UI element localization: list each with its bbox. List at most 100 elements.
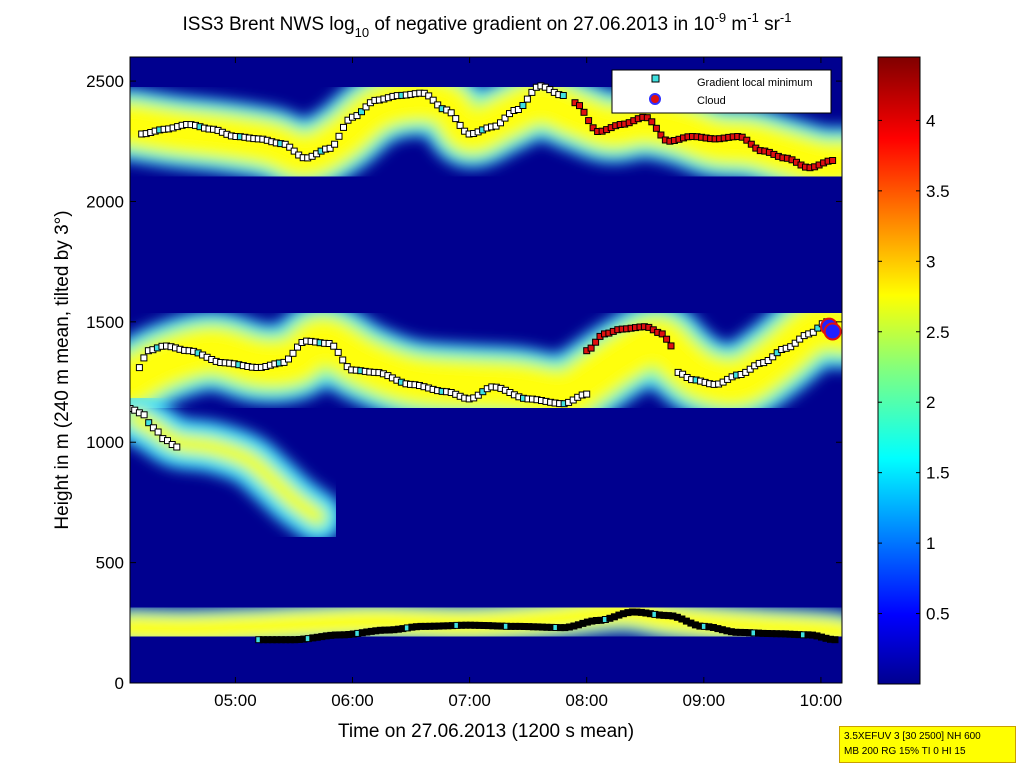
plot-area xyxy=(129,56,843,684)
colorbar-tick-label: 0.5 xyxy=(926,605,950,624)
upper-track-marker xyxy=(358,108,365,116)
y-tick-label: 500 xyxy=(96,554,124,573)
mid-track-2-marker xyxy=(764,357,772,364)
legend-square-marker xyxy=(651,74,660,83)
upper-red-marker xyxy=(657,131,665,139)
colorbar-tick-label: 3.5 xyxy=(926,182,950,201)
mid-track-1-marker xyxy=(289,349,297,357)
cloud-marker xyxy=(823,322,842,341)
colorbar-tick-label: 3 xyxy=(926,252,935,271)
chart-title: ISS3 Brent NWS log10 of negative gradien… xyxy=(183,10,792,40)
upper-track-marker xyxy=(362,103,370,111)
x-tick-label: 09:00 xyxy=(683,691,726,710)
cloud-series xyxy=(820,317,842,341)
upper-red-marker xyxy=(643,114,651,122)
colorbar-tick-label: 4 xyxy=(926,111,935,130)
x-tick-label: 10:00 xyxy=(800,691,843,710)
mid-track-2-marker xyxy=(791,339,799,347)
colorbar-gradient xyxy=(877,56,921,685)
left-diagonal-marker xyxy=(154,428,162,436)
colorbar-tick-label: 2.5 xyxy=(926,323,950,342)
x-axis-ticks: 05:00 06:00 07:00 08:00 09:00 10:00 xyxy=(214,57,842,710)
legend: Gradient local minimum Cloud xyxy=(611,69,832,114)
x-axis-label: Time on 27.06.2013 (1200 s mean) xyxy=(338,721,634,742)
bottom-track-marker xyxy=(831,636,839,644)
upper-track-marker xyxy=(353,112,361,120)
upper-red-marker xyxy=(580,108,588,116)
ground-layer-core xyxy=(130,600,842,644)
upper-track-marker xyxy=(528,88,536,96)
info-line-1: 3.5XEFUV 3 [30 2500] NH 600 xyxy=(844,731,981,742)
mid-track-1-marker xyxy=(330,342,338,350)
upper-red-series xyxy=(571,99,837,172)
upper-track-marker xyxy=(290,147,298,155)
mid-red-marker xyxy=(658,330,666,338)
mid-red-marker xyxy=(587,344,595,352)
y-tick-label: 0 xyxy=(115,674,124,693)
y-axis-label: Height in m (240 m mean, tilted by 3°) xyxy=(52,210,73,529)
mid-track-1-marker xyxy=(334,348,342,356)
left-diagonal-marker xyxy=(145,419,153,427)
colorbar-tick-label: 1 xyxy=(926,534,935,553)
mid-track-2-marker xyxy=(769,353,777,361)
x-tick-label: 07:00 xyxy=(448,691,491,710)
upper-track-marker xyxy=(559,92,567,99)
upper-track-marker xyxy=(434,101,442,109)
upper-red-marker xyxy=(829,157,837,164)
bottom-track-series xyxy=(255,608,839,644)
left-diagonal-marker xyxy=(149,424,157,432)
upper-track-marker xyxy=(456,121,464,129)
mid-track-1-marker xyxy=(140,354,148,362)
upper-track-series xyxy=(138,82,567,162)
mid-red-marker xyxy=(667,342,675,350)
upper-track-marker xyxy=(452,115,460,123)
upper-track-marker xyxy=(447,109,455,117)
upper-track-marker xyxy=(331,140,339,148)
y-tick-label: 2000 xyxy=(86,192,124,211)
upper-red-marker xyxy=(652,124,660,132)
y-axis-ticks: 0 500 1000 1500 2000 2500 xyxy=(86,72,842,693)
info-box: 3.5XEFUV 3 [30 2500] NH 600 MB 200 RG 15… xyxy=(839,726,1016,763)
plot-frame xyxy=(129,56,843,684)
upper-red-marker xyxy=(585,117,593,125)
legend-label-gradient: Gradient local minimum xyxy=(697,77,813,89)
upper-track-marker xyxy=(326,144,334,152)
upper-red-marker xyxy=(648,118,656,126)
upper-red-marker xyxy=(743,136,751,144)
info-line-2: MB 200 RG 15% TI 0 HI 15 xyxy=(844,746,966,757)
mid-red-series xyxy=(583,323,675,355)
colorbar-tick-label: 2 xyxy=(926,393,935,412)
colorbar-ticks: 0.5 1 1.5 2 2.5 3 3.5 4 xyxy=(878,111,950,624)
colorbar-tick-label: 1.5 xyxy=(926,464,950,483)
upper-track-marker xyxy=(429,96,437,104)
mid-track-2-series xyxy=(674,318,831,388)
y-tick-label: 1500 xyxy=(86,313,124,332)
mid-track-2-marker xyxy=(809,328,817,336)
upper-track-marker xyxy=(514,106,522,113)
upper-track-marker xyxy=(286,143,294,151)
upper-track-marker xyxy=(523,95,531,103)
left-diagonal-marker xyxy=(164,437,171,445)
mid-track-1-marker xyxy=(583,390,591,398)
upper-track-marker xyxy=(497,119,504,127)
y-tick-label: 2500 xyxy=(86,72,124,91)
upper-red-marker xyxy=(747,140,755,148)
legend-box xyxy=(611,69,832,114)
x-tick-label: 08:00 xyxy=(565,691,608,710)
colorbar: 0.5 1 1.5 2 2.5 3 3.5 4 xyxy=(877,56,950,685)
legend-label-cloud: Cloud xyxy=(697,95,726,107)
ground-layer xyxy=(130,591,842,653)
mid-track-1-series xyxy=(135,337,591,408)
mid-track-1-marker xyxy=(285,355,292,363)
upper-track-marker xyxy=(425,92,433,100)
upper-red-marker xyxy=(576,102,583,110)
upper-track-marker xyxy=(519,102,527,109)
x-tick-label: 05:00 xyxy=(214,691,257,710)
upper-track-marker xyxy=(501,114,509,122)
left-diagonal-marker xyxy=(140,411,148,419)
mid-track-1-marker xyxy=(135,364,143,372)
x-tick-label: 06:00 xyxy=(331,691,374,710)
marker-series xyxy=(130,82,842,644)
upper-track-marker xyxy=(340,123,347,131)
